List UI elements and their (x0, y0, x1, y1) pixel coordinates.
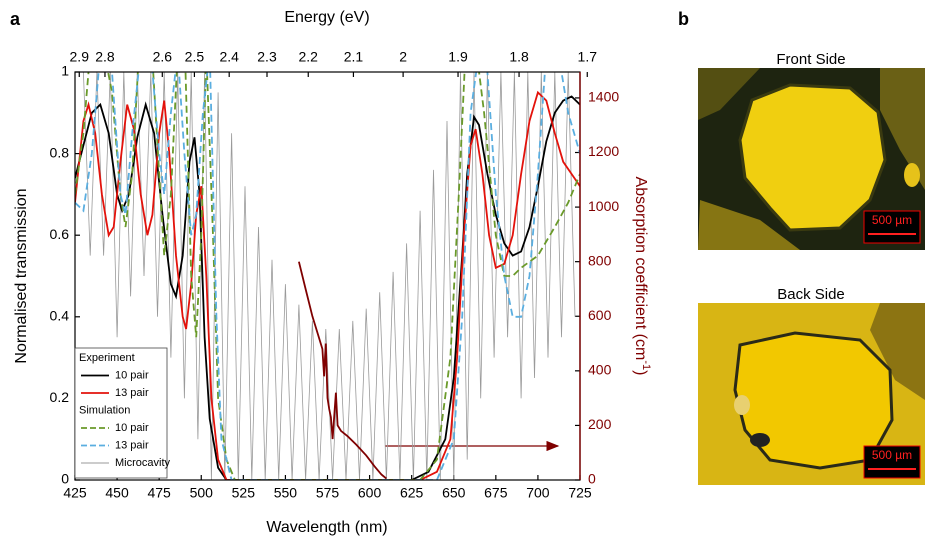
legend-label: Microcavity (115, 457, 171, 469)
y-tick-label: 1 (61, 63, 69, 79)
x-tick-label: 575 (316, 485, 340, 501)
scale-bar-label: 500 µm (872, 448, 912, 462)
legend-label: 13 pair (115, 387, 149, 399)
y-tick-label: 0.8 (50, 144, 70, 160)
series-line (75, 90, 580, 480)
x-tick-label: 650 (442, 485, 466, 501)
scale-bar-label: 500 µm (872, 213, 912, 227)
x2-tick-label: 1.7 (578, 49, 598, 65)
legend-label: 10 pair (115, 369, 149, 381)
panel-label: a (10, 9, 21, 29)
x-tick-label: 700 (526, 485, 550, 501)
x2-tick-label: 2.2 (299, 49, 319, 65)
x-tick-label: 500 (190, 485, 214, 501)
photo-back (698, 303, 925, 485)
x-tick-label: 550 (274, 485, 298, 501)
y2-tick-label: 200 (588, 416, 612, 432)
y-tick-label: 0.2 (50, 389, 70, 405)
x-tick-label: 625 (400, 485, 424, 501)
y2-tick-label: 1200 (588, 143, 619, 159)
x-tick-label: 425 (63, 485, 87, 501)
y-tick-label: 0.4 (50, 308, 70, 324)
legend-group-title: Simulation (79, 404, 130, 416)
x-tick-label: 475 (147, 485, 171, 501)
plot-area (75, 72, 580, 480)
photo-title: Back Side (777, 286, 845, 303)
photo-title: Front Side (776, 51, 845, 68)
series-line (298, 261, 387, 480)
y2-tick-label: 0 (588, 471, 596, 487)
y2-label-end: ) (632, 370, 649, 375)
scale-bar-box (863, 445, 921, 479)
legend-label: 13 pair (115, 439, 149, 451)
x2-tick-label: 2.1 (344, 49, 364, 65)
y2-tick-label: 800 (588, 252, 612, 268)
y-tick-label: 0 (61, 471, 69, 487)
y2-tick-label: 1400 (588, 89, 619, 105)
x-tick-label: 725 (568, 485, 592, 501)
x-tick-label: 600 (358, 485, 382, 501)
x2-tick-label: 2.3 (257, 49, 277, 65)
legend-label: 10 pair (115, 422, 149, 434)
series-line (75, 95, 580, 480)
x2-tick-label: 1.9 (448, 49, 468, 65)
x2-tick-label: 2.8 (95, 49, 115, 65)
x2-tick-label: 1.8 (509, 49, 529, 65)
y2-tick-label: 1000 (588, 198, 619, 214)
y2-axis-label: Absorption coefficient (cm-1) (632, 177, 652, 376)
x2-tick-label: 2.5 (185, 49, 205, 65)
series-line (75, 72, 580, 480)
x2-axis-label: Energy (eV) (284, 9, 369, 26)
x2-tick-label: 2.6 (153, 49, 173, 65)
x-axis-label: Wavelength (nm) (266, 519, 387, 536)
panel-label: b (678, 9, 689, 29)
x2-tick-label: 2 (399, 49, 407, 65)
y2-tick-label: 600 (588, 307, 612, 323)
y2-label-text: Absorption coefficient (cm (632, 177, 649, 361)
x2-tick-label: 2.9 (70, 49, 90, 65)
y2-tick-label: 400 (588, 362, 612, 378)
x-tick-label: 525 (232, 485, 256, 501)
x-tick-label: 675 (484, 485, 508, 501)
legend-box (74, 347, 168, 479)
y-axis-label: Normalised transmission (13, 188, 30, 363)
y2-label-sup: -1 (640, 360, 652, 370)
x-tick-label: 450 (105, 485, 129, 501)
y-tick-label: 0.6 (50, 226, 70, 242)
scale-bar-box (863, 210, 921, 244)
x2-tick-label: 2.4 (219, 49, 239, 65)
legend-group-title: Experiment (79, 352, 135, 364)
